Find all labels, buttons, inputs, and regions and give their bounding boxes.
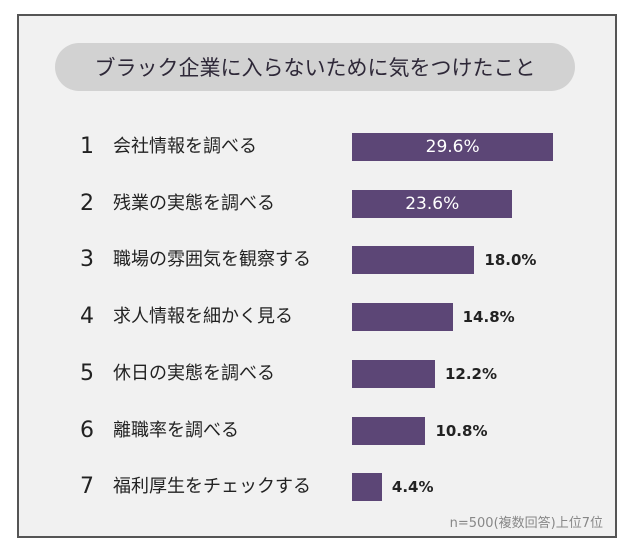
- category-label: 離職率を調べる: [113, 419, 239, 441]
- category-label: 福利厚生をチェックする: [113, 476, 311, 498]
- value-label: 18.0%: [484, 251, 537, 270]
- bar: [352, 303, 453, 332]
- value-label: 14.8%: [462, 308, 515, 327]
- value-label: 29.6%: [425, 137, 480, 157]
- category-label: 会社情報を調べる: [113, 136, 257, 157]
- bar: [352, 133, 554, 161]
- category-label: 残業の実態を調べる: [113, 192, 275, 214]
- chart-title: ブラック企業に入らないために気をつけたこと: [55, 43, 575, 91]
- rank-label: 3: [80, 247, 94, 273]
- category-label: 職場の雰囲気を観察する: [113, 249, 311, 271]
- rank-label: 4: [80, 304, 94, 330]
- bar-row: 5 休日の実態を調べる 12.2%: [0, 359, 640, 389]
- bar-row: 2 残業の実態を調べる 23.6%: [0, 189, 640, 219]
- rank-label: 6: [80, 417, 94, 443]
- chart-frame: [17, 14, 617, 538]
- category-label: 休日の実態を調べる: [113, 362, 275, 384]
- bar-row: 6 離職率を調べる 10.8%: [0, 416, 640, 446]
- value-label: 4.4%: [391, 478, 434, 497]
- bar: [352, 246, 475, 275]
- bar: [352, 359, 435, 388]
- value-label: 10.8%: [435, 421, 488, 440]
- bar: [352, 473, 382, 502]
- value-label: 23.6%: [405, 193, 460, 214]
- bar: [352, 416, 426, 445]
- bar-row: 4 求人情報を細かく見る 14.8%: [0, 302, 640, 332]
- value-label: 12.2%: [444, 364, 497, 383]
- rank-label: 1: [80, 134, 94, 159]
- bar-row: 1 会社情報を調べる 29.6%: [0, 132, 640, 162]
- bar-row: 3 職場の雰囲気を観察する 18.0%: [0, 245, 640, 275]
- bar: [352, 189, 513, 218]
- rank-label: 2: [80, 190, 94, 216]
- category-label: 求人情報を細かく見る: [113, 306, 293, 328]
- rank-label: 5: [80, 360, 94, 386]
- bar-row: 7 福利厚生をチェックする 4.4%: [0, 472, 640, 502]
- rank-label: 7: [80, 474, 94, 500]
- sample-note: n=500(複数回答)上位7位: [449, 516, 603, 531]
